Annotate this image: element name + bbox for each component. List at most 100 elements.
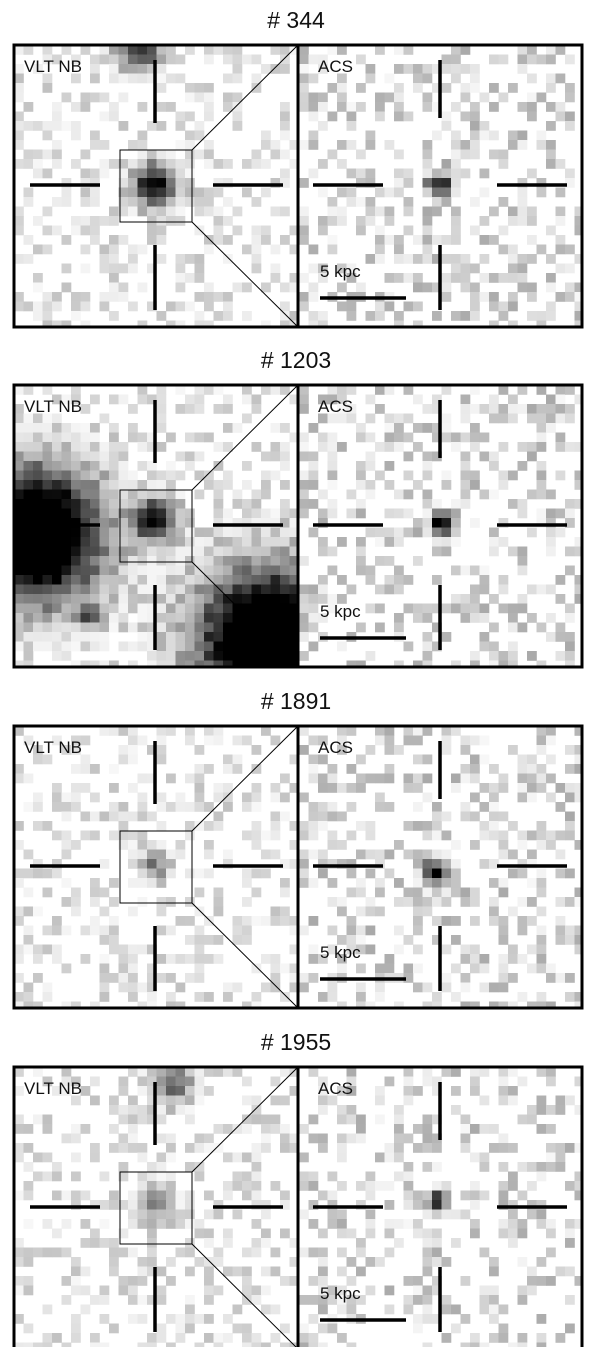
pixel: [441, 1304, 452, 1315]
pixel: [394, 102, 404, 112]
pixel: [346, 1257, 357, 1267]
pixel: [194, 537, 205, 547]
pixel: [527, 1105, 537, 1115]
pixel: [318, 413, 328, 424]
pixel: [204, 1067, 214, 1077]
pixel: [375, 584, 385, 595]
pixel: [223, 442, 233, 452]
pixel: [517, 187, 528, 198]
pixel: [61, 745, 72, 755]
pixel: [308, 140, 319, 150]
pixel: [204, 735, 214, 746]
pixel: [346, 1076, 357, 1087]
pixel: [175, 282, 186, 293]
pixel: [555, 508, 566, 519]
pixel: [147, 1076, 157, 1087]
pixel: [299, 584, 309, 595]
pixel: [432, 130, 442, 141]
pixel: [555, 442, 566, 452]
pixel: [432, 887, 442, 898]
pixel: [422, 73, 433, 84]
pixel: [99, 45, 110, 55]
pixel: [432, 451, 442, 462]
pixel: [137, 518, 148, 528]
pixel: [80, 149, 91, 160]
pixel: [23, 254, 34, 264]
pixel: [451, 508, 461, 519]
pixel: [42, 556, 53, 566]
pixel: [99, 973, 110, 983]
pixel: [242, 868, 252, 879]
pixel: [185, 1076, 195, 1087]
pixel: [156, 897, 167, 907]
pixel: [565, 499, 575, 509]
pixel: [175, 273, 186, 283]
pixel: [308, 282, 319, 293]
pixel: [308, 878, 319, 888]
pixel: [574, 594, 582, 604]
zoom-line: [191, 725, 299, 832]
pixel: [80, 527, 91, 538]
pixel: [451, 565, 461, 576]
pixel: [413, 849, 423, 860]
pixel: [517, 546, 528, 557]
pixel: [308, 311, 319, 321]
pixel: [251, 992, 262, 1002]
pixel: [460, 311, 471, 321]
pixel: [337, 1133, 347, 1144]
pixel: [289, 925, 300, 936]
pixel: [479, 1342, 490, 1347]
pixel: [14, 1342, 24, 1347]
pixel: [441, 470, 452, 481]
pixel: [137, 54, 148, 65]
pixel: [242, 1124, 252, 1134]
pixel: [517, 197, 528, 207]
pixel: [479, 121, 490, 131]
pixel: [546, 508, 556, 519]
pixel: [318, 584, 328, 595]
pixel: [546, 1276, 556, 1286]
pixel: [109, 102, 119, 112]
pixel: [194, 320, 205, 327]
pixel: [517, 840, 528, 850]
pixel: [175, 556, 186, 566]
pixel: [289, 944, 300, 955]
pixel: [441, 1067, 452, 1077]
pixel: [175, 537, 186, 547]
pixel: [137, 442, 148, 452]
pixel: [185, 1304, 195, 1315]
pixel: [280, 660, 290, 667]
pixel: [318, 1076, 328, 1087]
pixel: [546, 973, 556, 983]
pixel: [33, 575, 43, 585]
pixel: [327, 878, 338, 888]
pixel: [432, 821, 442, 831]
pixel: [289, 821, 300, 831]
pixel: [413, 660, 423, 667]
pixel: [137, 1276, 148, 1286]
pixel: [42, 168, 53, 179]
pixel: [213, 442, 224, 452]
pixel: [61, 187, 72, 198]
pixel: [42, 292, 53, 302]
pixel: [118, 830, 129, 841]
pixel: [194, 584, 205, 595]
zoom-line: [191, 902, 299, 1009]
pixel: [308, 1342, 319, 1347]
pixel: [498, 1001, 509, 1008]
pixel: [451, 840, 461, 850]
pixel: [270, 206, 281, 217]
pixel: [242, 1114, 252, 1125]
pixel: [175, 508, 186, 519]
pixel: [413, 925, 423, 936]
pixel: [109, 254, 119, 264]
pixel: [517, 178, 528, 188]
pixel: [413, 423, 423, 433]
pixel: [175, 584, 186, 595]
pixel: [451, 1105, 461, 1115]
pixel: [375, 906, 385, 917]
pixel: [508, 821, 518, 831]
pixel: [147, 508, 157, 519]
pixel: [147, 1067, 157, 1077]
pixel: [156, 735, 167, 746]
